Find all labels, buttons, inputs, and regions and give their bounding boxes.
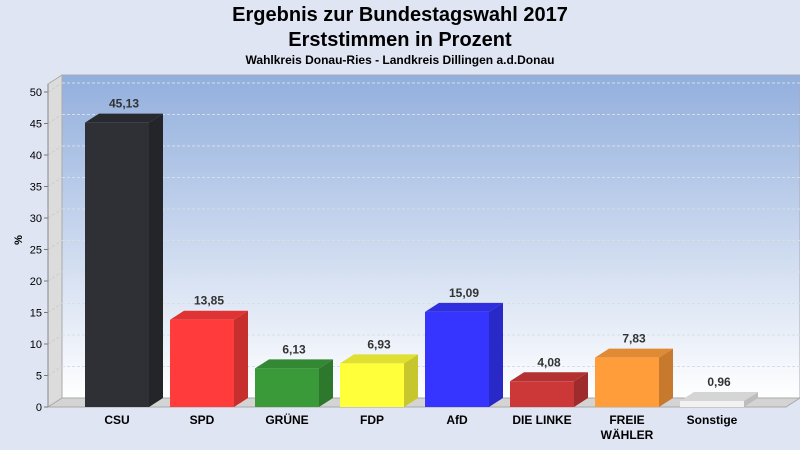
bar-side xyxy=(319,359,333,407)
x-tick-label-line: SPD xyxy=(190,413,215,427)
x-tick-label: SPD xyxy=(190,413,215,427)
x-tick-label-line: FDP xyxy=(360,413,384,427)
bar-front xyxy=(170,319,234,407)
gridline-depth xyxy=(47,303,63,313)
bar-front xyxy=(595,357,659,407)
gridline-depth xyxy=(47,366,63,376)
x-tick-label: DIE LINKE xyxy=(512,413,571,427)
x-tick-label: GRÜNE xyxy=(265,412,308,427)
x-tick-label-line: Sonstige xyxy=(687,413,738,427)
gridline-depth xyxy=(47,271,63,282)
x-tick-label: CSU xyxy=(104,413,129,427)
gridline-depth xyxy=(47,334,63,345)
bar-freie-wähler: 7,83 xyxy=(595,332,673,407)
data-label: 15,09 xyxy=(449,286,479,300)
x-tick-label: FDP xyxy=(360,413,384,427)
y-tick-label: 5 xyxy=(36,371,42,383)
y-tick-label: 50 xyxy=(30,87,42,99)
data-label: 7,83 xyxy=(622,332,646,346)
bar-side xyxy=(149,113,163,407)
bar-fdp: 6,93 xyxy=(340,337,418,407)
bar-side xyxy=(659,348,673,407)
y-tick-label: 45 xyxy=(30,119,42,131)
data-label: 45,13 xyxy=(109,97,139,111)
y-tick-label: 35 xyxy=(30,182,42,194)
data-label: 0,96 xyxy=(707,375,731,389)
x-tick-label: FREIE WÄHLER xyxy=(601,413,654,442)
x-axis: CSU SPD GRÜNE FDP AfD DIE LINKE FREIE WÄHLER Son… xyxy=(104,412,737,442)
data-label: 13,85 xyxy=(194,294,224,308)
y-tick-label: 0 xyxy=(36,402,42,414)
gridline-depth xyxy=(47,114,63,124)
gridline-depth xyxy=(47,177,63,187)
bar-side xyxy=(744,391,758,407)
y-axis-label: % xyxy=(13,235,25,245)
bar-front xyxy=(680,400,744,407)
bar-sonstige: 0,96 xyxy=(680,375,758,407)
bar-side xyxy=(234,310,248,407)
chart-title: Ergebnis zur Bundestagswahl 2017 xyxy=(232,4,568,26)
y-tick-label: 15 xyxy=(30,308,42,320)
bar-side xyxy=(404,354,418,407)
y-tick-label: 10 xyxy=(30,339,42,351)
y-tick-label: 20 xyxy=(30,276,42,288)
y-tick-label: 40 xyxy=(30,150,42,162)
gridline-depth xyxy=(47,240,63,250)
bar-front xyxy=(510,381,574,407)
x-tick-label-line: AfD xyxy=(446,413,468,427)
bar-spd: 13,85 xyxy=(170,294,248,407)
bar-top xyxy=(425,302,503,312)
data-label: 6,13 xyxy=(282,342,306,356)
x-tick-label: AfD xyxy=(446,413,468,427)
bar-top xyxy=(510,372,588,382)
bar-top xyxy=(680,391,758,401)
bar-top xyxy=(255,359,333,369)
bar-side xyxy=(489,302,503,407)
bar-csu: 45,13 xyxy=(85,97,163,407)
x-tick-label: Sonstige xyxy=(687,413,738,427)
chart-subtitle: Erststimmen in Prozent xyxy=(288,29,512,51)
bar-die-linke: 4,08 xyxy=(510,355,588,407)
x-tick-label-line: FREIE xyxy=(609,413,644,427)
y-tick-label: 30 xyxy=(30,213,42,225)
bar-grüne: 6,13 xyxy=(255,342,333,407)
bar-side xyxy=(574,372,588,407)
x-tick-label-line: GRÜNE xyxy=(265,412,308,427)
y-tick-label: 25 xyxy=(30,245,42,257)
gridline-depth xyxy=(47,82,63,93)
bar-top xyxy=(340,354,418,364)
x-tick-label-line: WÄHLER xyxy=(601,427,654,442)
bar-top xyxy=(85,113,163,123)
bars: 45,13 13,85 6,13 6,93 15,09 4,08 7,83 0,96 xyxy=(85,97,758,407)
bar-afd: 15,09 xyxy=(425,286,503,407)
gridline-depth xyxy=(47,145,63,156)
chart-subtitle-region: Wahlkreis Donau-Ries - Landkreis Dilling… xyxy=(245,53,555,67)
gridline-depth xyxy=(47,208,63,219)
bar-front xyxy=(425,311,489,407)
bar-top xyxy=(595,348,673,358)
bar-front xyxy=(340,363,404,407)
x-tick-label-line: DIE LINKE xyxy=(512,413,571,427)
bar-front xyxy=(255,368,319,407)
data-label: 4,08 xyxy=(537,355,561,369)
x-tick-label-line: CSU xyxy=(104,413,129,427)
left-wall xyxy=(47,74,63,408)
bar-top xyxy=(170,310,248,320)
data-label: 6,93 xyxy=(367,337,391,351)
y-axis: 0 5 10 15 20 25 30 35 40 45 50 xyxy=(30,84,49,414)
bar-front xyxy=(85,122,149,407)
